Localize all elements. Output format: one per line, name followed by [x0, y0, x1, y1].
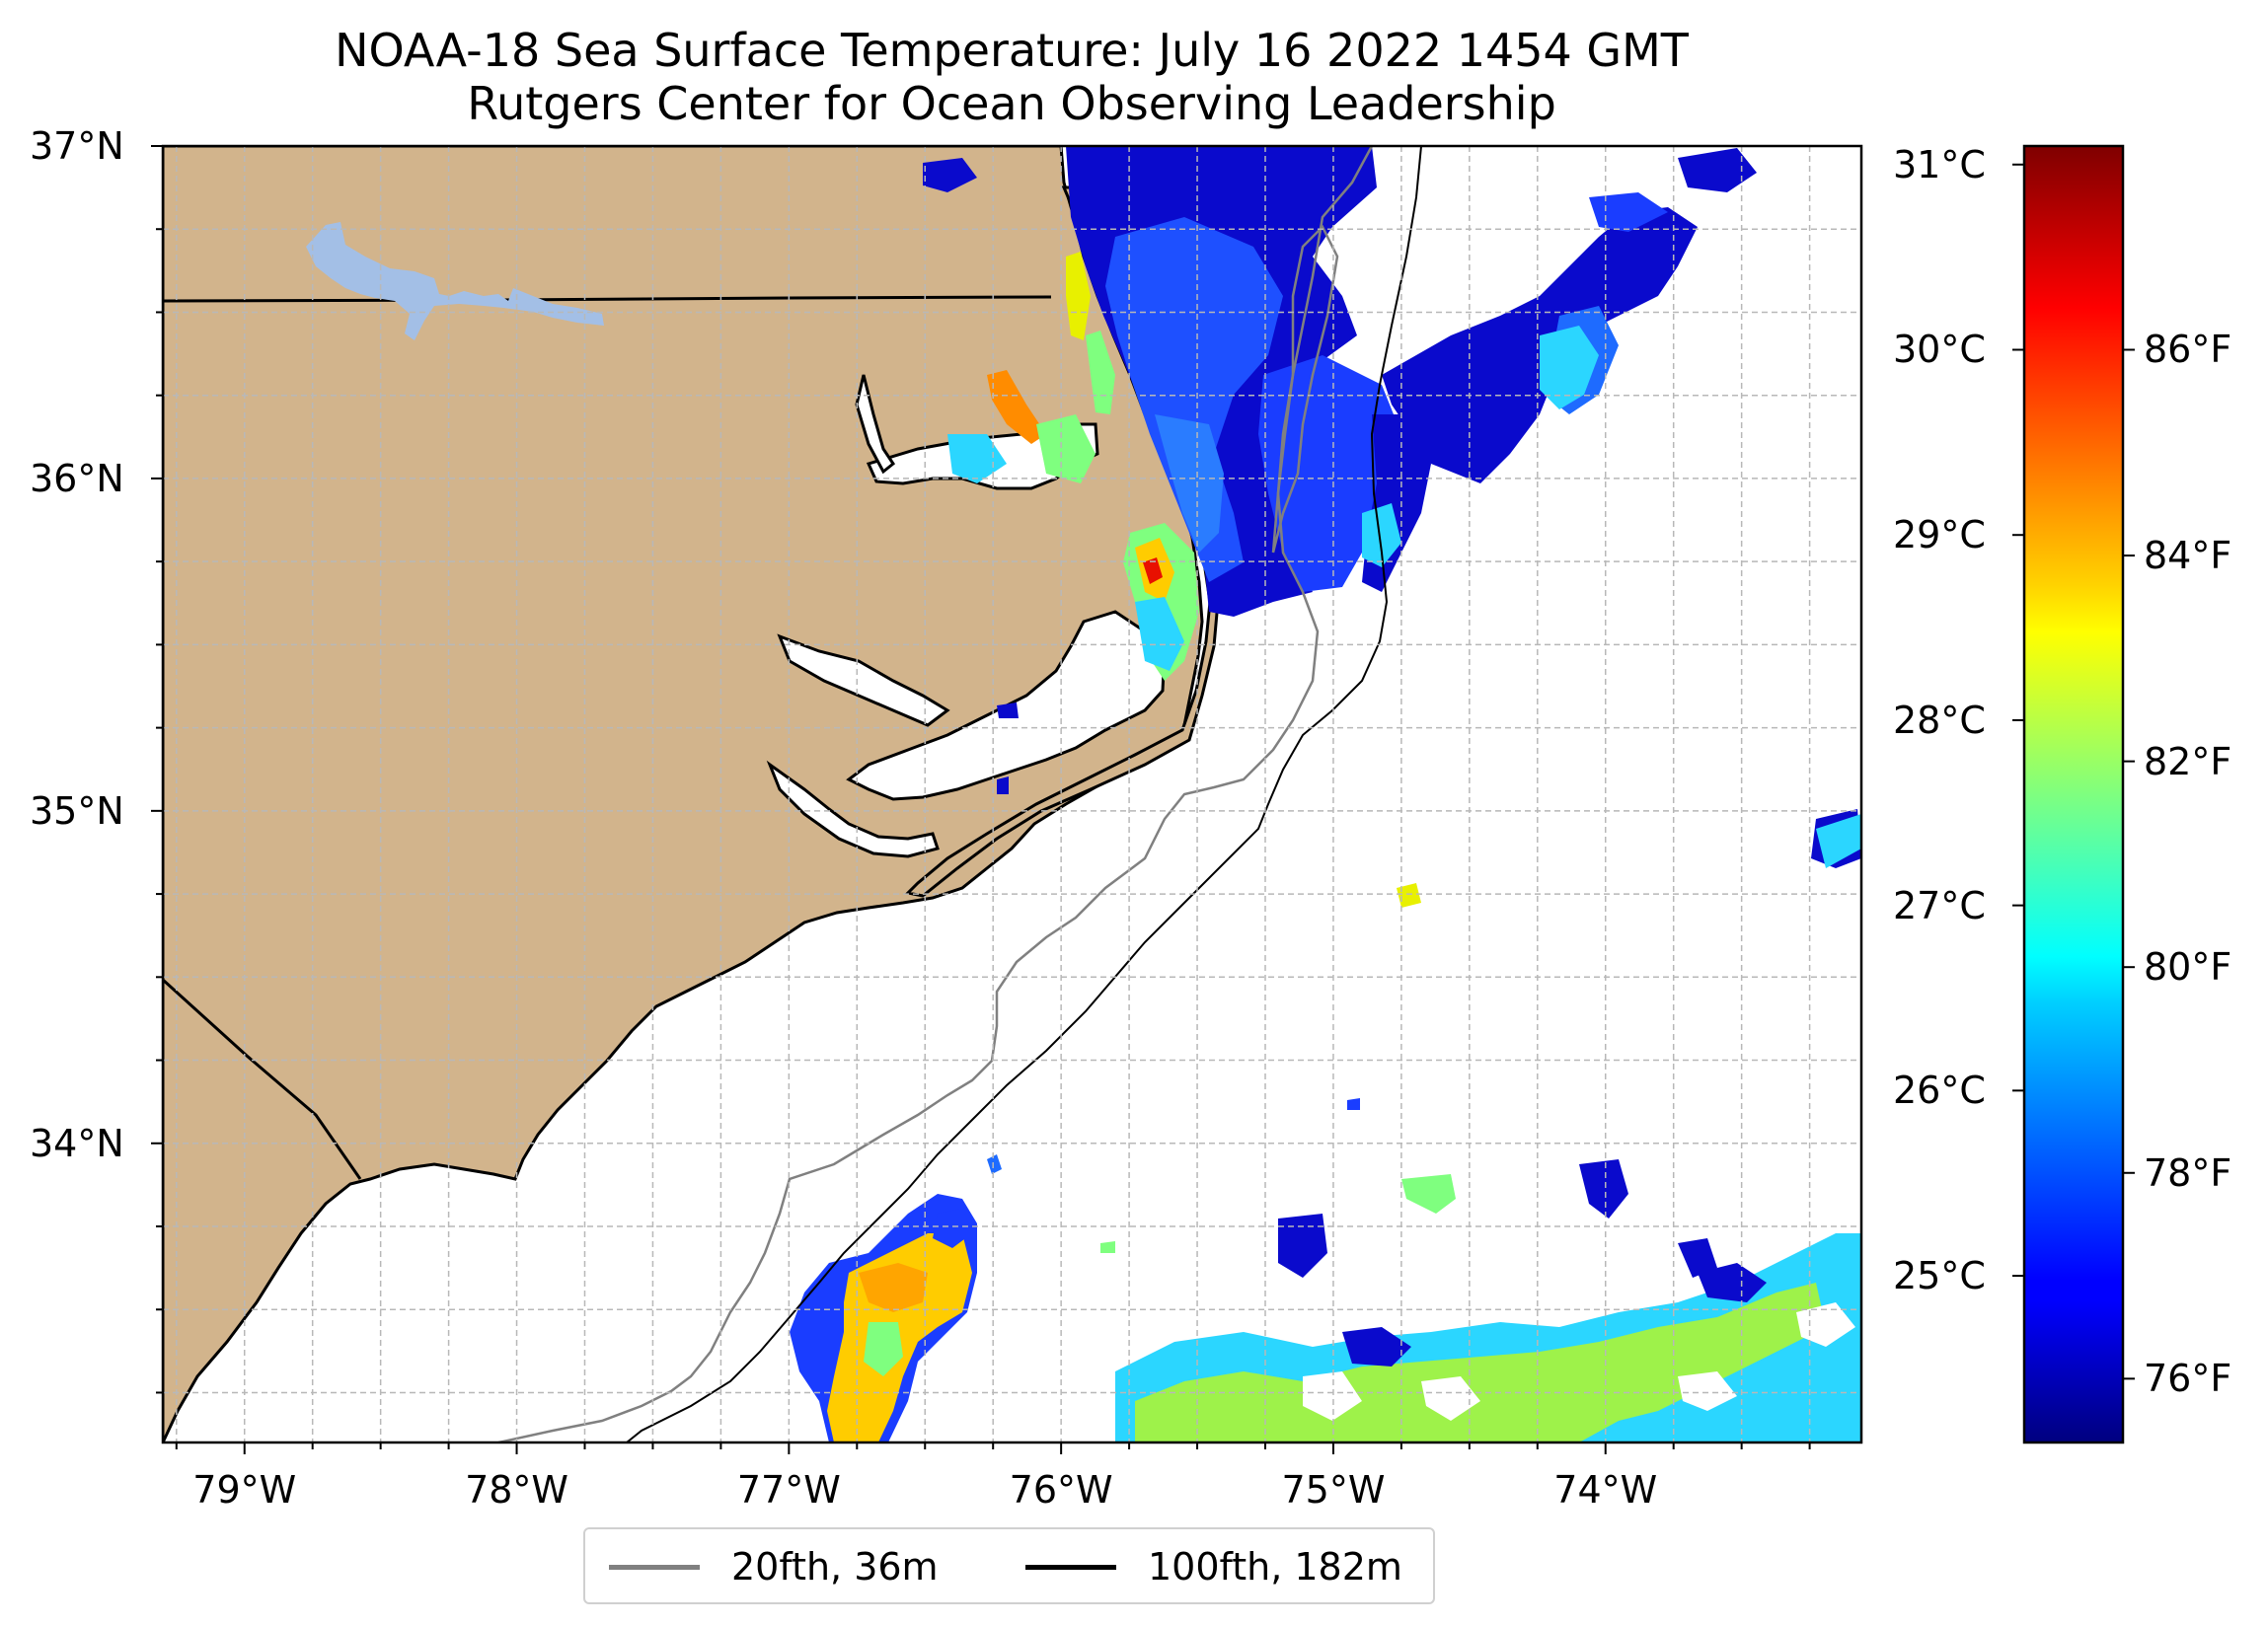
colorbar-fahrenheit-label: 80°F	[2144, 945, 2232, 990]
colorbar-fahrenheit-label: 82°F	[2144, 739, 2232, 783]
colorbar-celsius-label: 26°C	[1893, 1069, 1986, 1113]
colorbar-fahrenheit-label: 78°F	[2144, 1150, 2232, 1195]
lat-tick-label: 34°N	[30, 1121, 124, 1165]
isobath-legend: 20fth, 36m 100fth, 182m	[583, 1527, 1435, 1604]
lat-tick-label: 35°N	[30, 788, 124, 833]
legend-label-20fth: 20fth, 36m	[731, 1545, 939, 1589]
map-frame	[161, 144, 1863, 1444]
colorbar-celsius-label: 27°C	[1893, 883, 1986, 927]
colorbar-celsius-label: 28°C	[1893, 698, 1986, 742]
isobath-100fth	[626, 146, 1422, 1442]
colorbar-celsius-label: 31°C	[1893, 142, 1986, 186]
colorbar-celsius-label: 30°C	[1893, 328, 1986, 372]
legend-label-100fth: 100fth, 182m	[1148, 1545, 1402, 1589]
colorbar-celsius-label: 25°C	[1893, 1254, 1986, 1298]
lat-tick-label: 36°N	[30, 456, 124, 500]
map-title: NOAA-18 Sea Surface Temperature: July 16…	[335, 24, 1689, 77]
lon-tick-label: 75°W	[1281, 1468, 1386, 1512]
va-nc-border	[163, 295, 1052, 303]
map-grid	[163, 146, 1861, 1442]
colorbar-fahrenheit-label: 84°F	[2144, 534, 2232, 578]
colorbar-ticks	[2012, 163, 2135, 1380]
map-subtitle: Rutgers Center for Ocean Observing Leade…	[467, 77, 1556, 130]
chowan-river	[855, 374, 896, 475]
lon-tick-label: 78°W	[465, 1468, 568, 1512]
lon-tick-label: 79°W	[192, 1468, 297, 1512]
isobath-20fth-shoals	[1271, 224, 1339, 554]
legend-line-20fth	[609, 1565, 700, 1570]
isobath-20fth	[497, 146, 1374, 1442]
lon-tick-label: 77°W	[736, 1468, 841, 1512]
colorbar	[2022, 144, 2125, 1444]
pamlico-river	[777, 633, 950, 727]
map-ticks	[151, 145, 1811, 1454]
colorbar-fahrenheit-label: 86°F	[2144, 328, 2232, 372]
legend-line-100fth	[1025, 1565, 1116, 1570]
lat-tick-label: 37°N	[30, 124, 124, 168]
neuse-river	[766, 760, 940, 858]
lon-tick-label: 76°W	[1009, 1468, 1113, 1512]
lon-tick-label: 74°W	[1553, 1468, 1658, 1512]
nc-sc-border	[163, 978, 362, 1180]
colorbar-celsius-label: 29°C	[1893, 513, 1986, 557]
sst-data-layer	[790, 146, 1861, 1442]
legend-entry-100fth: 100fth, 182m	[1025, 1543, 1420, 1590]
colorbar-fahrenheit-label: 76°F	[2144, 1357, 2232, 1401]
kerr-lake	[306, 222, 604, 340]
legend-entry-20fth: 20fth, 36m	[609, 1543, 984, 1590]
